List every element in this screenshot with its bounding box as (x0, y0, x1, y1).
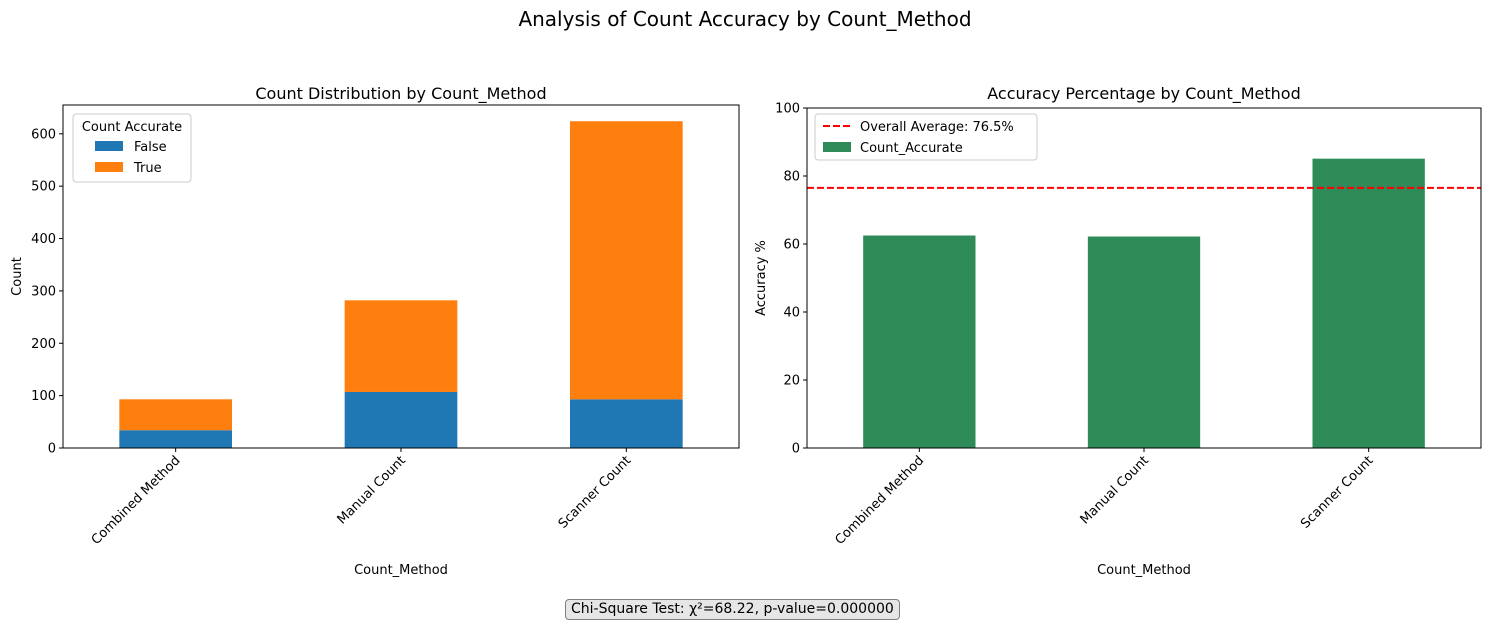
x-axis-label: Count_Method (1097, 563, 1191, 578)
bar-count-accurate-manual-count (1087, 236, 1201, 448)
x-axis-label: Count_Method (354, 563, 448, 578)
y-tick-label: 0 (792, 442, 800, 457)
accuracy-percentage-chart: 0 20 40 60 80 100 Combined Method Manual Count S… (754, 84, 1482, 578)
count-distribution-chart: 0 100 200 300 400 500 600 Combined Method Manual… (10, 84, 740, 578)
legend-label-overall-average: Overall Average: 76.5% (860, 120, 1014, 135)
legend: Overall Average: 76.5% Count_Accurate (814, 113, 1038, 161)
y-tick-label: 60 (783, 238, 800, 253)
y-tick-label: 20 (783, 374, 800, 389)
y-tick-label: 0 (48, 442, 56, 457)
legend-title: Count Accurate (82, 120, 182, 135)
chi-square-stats-text: Chi-Square Test: χ²=68.22, p-value=0.000… (571, 601, 894, 617)
y-axis-label: Count (10, 257, 25, 296)
bar-true-combined-method (119, 399, 232, 431)
chart-title: Accuracy Percentage by Count_Method (987, 84, 1300, 104)
x-tick-label-combined-method: Combined Method (89, 453, 184, 548)
figure-title: Analysis of Count Accuracy by Count_Meth… (518, 7, 971, 31)
bar-false-combined-method (119, 430, 232, 448)
x-tick-label-manual-count: Manual Count (1078, 453, 1152, 527)
bar-false-manual-count (344, 391, 458, 448)
x-tick-label-combined-method: Combined Method (832, 453, 927, 548)
bar-count-accurate-combined-method (863, 235, 976, 448)
y-tick-label: 100 (31, 389, 56, 404)
y-tick-label: 500 (31, 180, 56, 195)
legend-swatch-true (95, 162, 123, 172)
x-tick-label-scanner-count: Scanner Count (556, 453, 634, 531)
legend: Count Accurate False True (72, 113, 192, 183)
y-tick-label: 200 (31, 337, 56, 352)
y-tick-label: 40 (783, 306, 800, 321)
legend-label-true: True (133, 161, 162, 176)
legend-swatch-count-accurate (823, 142, 851, 152)
x-tick-label-manual-count: Manual Count (335, 453, 409, 527)
y-axis-label: Accuracy % (754, 240, 769, 316)
chi-square-stats-box: Chi-Square Test: χ²=68.22, p-value=0.000… (565, 599, 900, 620)
x-tick-label-scanner-count: Scanner Count (1298, 453, 1376, 531)
y-tick-label: 300 (31, 284, 56, 299)
legend-swatch-false (95, 141, 123, 151)
legend-box (814, 113, 1038, 161)
bar-count-accurate-scanner-count (1312, 158, 1425, 448)
chart-title: Count Distribution by Count_Method (255, 84, 546, 104)
legend-label-false: False (134, 140, 167, 155)
legend-label-count-accurate: Count_Accurate (860, 141, 963, 156)
y-tick-label: 600 (31, 127, 56, 142)
bar-true-scanner-count (570, 121, 683, 400)
bar-false-scanner-count (570, 399, 683, 448)
y-tick-label: 100 (775, 102, 800, 117)
y-tick-label: 400 (31, 232, 56, 247)
y-tick-label: 80 (783, 170, 800, 185)
bar-true-manual-count (344, 300, 458, 392)
